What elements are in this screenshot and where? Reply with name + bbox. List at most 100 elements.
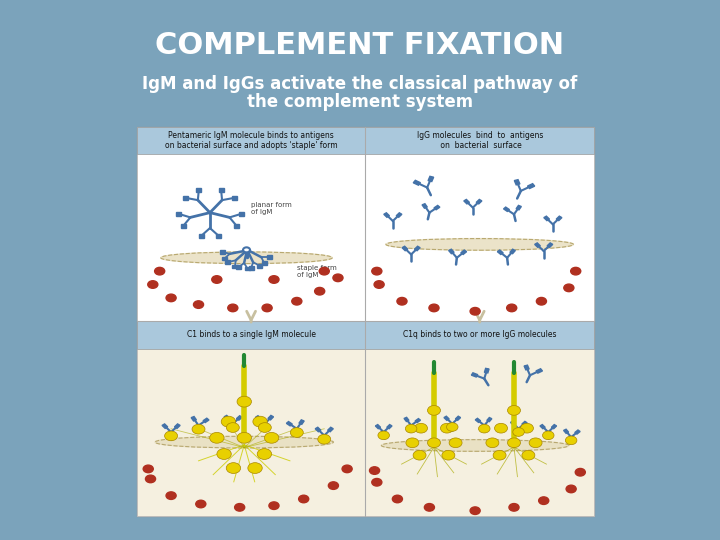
Text: Pentameric IgM molecule binds to antigens
on bacterial surface and adopts 'stapl: Pentameric IgM molecule binds to antigen… <box>165 131 338 150</box>
Bar <box>162 424 168 428</box>
Circle shape <box>446 423 458 431</box>
FancyBboxPatch shape <box>366 127 594 154</box>
Bar <box>402 246 408 251</box>
Bar <box>535 243 540 247</box>
Bar <box>219 188 224 192</box>
Bar <box>267 255 272 259</box>
Bar <box>192 416 197 421</box>
Circle shape <box>509 504 519 511</box>
Circle shape <box>155 267 165 275</box>
Circle shape <box>479 424 490 433</box>
Ellipse shape <box>386 239 573 250</box>
Bar <box>455 416 461 420</box>
Bar <box>261 261 266 265</box>
Circle shape <box>319 267 329 275</box>
Bar <box>239 212 244 215</box>
Bar <box>299 420 304 424</box>
Bar <box>375 424 381 429</box>
Bar <box>234 224 239 228</box>
Bar <box>552 424 557 429</box>
Bar <box>224 415 230 420</box>
Bar <box>216 234 221 238</box>
Text: C1q binds to two or more IgG molecules: C1q binds to two or more IgG molecules <box>403 330 557 340</box>
Circle shape <box>318 434 330 444</box>
Bar <box>514 180 520 185</box>
Ellipse shape <box>382 440 569 451</box>
Ellipse shape <box>155 436 333 448</box>
Bar <box>413 180 420 185</box>
Bar <box>464 199 469 204</box>
Bar <box>503 207 510 212</box>
Circle shape <box>536 298 546 305</box>
Circle shape <box>145 475 156 483</box>
Bar <box>181 224 186 228</box>
Bar <box>564 429 569 434</box>
FancyBboxPatch shape <box>137 127 366 321</box>
Text: IgG molecules  bind  to  antigens
 on  bacterial  surface: IgG molecules bind to antigens on bacter… <box>416 131 543 150</box>
Circle shape <box>429 304 439 312</box>
Circle shape <box>428 438 441 448</box>
Circle shape <box>226 423 239 433</box>
FancyBboxPatch shape <box>137 321 366 516</box>
Circle shape <box>328 482 338 489</box>
Bar <box>232 196 238 200</box>
Ellipse shape <box>161 252 332 264</box>
FancyBboxPatch shape <box>366 321 594 348</box>
Circle shape <box>196 500 206 508</box>
Circle shape <box>290 428 303 437</box>
Bar <box>516 205 521 210</box>
Bar <box>487 417 492 422</box>
Circle shape <box>543 431 554 440</box>
Bar <box>196 188 202 192</box>
Circle shape <box>575 469 585 476</box>
Circle shape <box>470 507 480 515</box>
Circle shape <box>565 436 577 444</box>
Bar <box>182 196 188 200</box>
Bar <box>315 427 321 432</box>
Bar <box>510 421 516 425</box>
Bar <box>522 421 527 426</box>
Circle shape <box>495 423 508 433</box>
Circle shape <box>405 424 417 433</box>
Circle shape <box>507 304 517 312</box>
Bar <box>524 365 529 370</box>
Circle shape <box>237 396 251 407</box>
Circle shape <box>194 301 204 308</box>
Circle shape <box>413 450 426 460</box>
Bar <box>199 234 204 238</box>
Bar <box>220 250 225 254</box>
Bar <box>422 204 427 208</box>
Circle shape <box>539 497 549 504</box>
Bar <box>245 267 250 271</box>
Bar <box>225 260 230 264</box>
Circle shape <box>415 423 428 433</box>
Bar <box>476 199 482 204</box>
Circle shape <box>392 495 402 503</box>
Circle shape <box>529 438 542 448</box>
Circle shape <box>257 449 271 460</box>
Bar <box>475 418 481 422</box>
Circle shape <box>210 433 224 443</box>
Circle shape <box>165 431 178 441</box>
Circle shape <box>217 449 231 460</box>
Bar <box>434 205 440 210</box>
Circle shape <box>299 495 309 503</box>
Circle shape <box>486 438 499 448</box>
Circle shape <box>192 424 205 434</box>
Circle shape <box>235 504 245 511</box>
Circle shape <box>372 267 382 275</box>
Circle shape <box>522 450 535 460</box>
Circle shape <box>292 298 302 305</box>
Circle shape <box>372 478 382 486</box>
Bar <box>387 424 392 429</box>
Circle shape <box>566 485 576 492</box>
Bar <box>415 246 420 251</box>
Bar <box>444 416 449 420</box>
Bar <box>287 422 292 426</box>
Bar <box>396 213 402 217</box>
Text: COMPLEMENT FIXATION: COMPLEMENT FIXATION <box>156 31 564 60</box>
Bar <box>174 424 180 428</box>
Text: planar form
of IgM: planar form of IgM <box>251 202 292 215</box>
Circle shape <box>253 416 267 427</box>
Text: the complement system: the complement system <box>247 92 473 111</box>
